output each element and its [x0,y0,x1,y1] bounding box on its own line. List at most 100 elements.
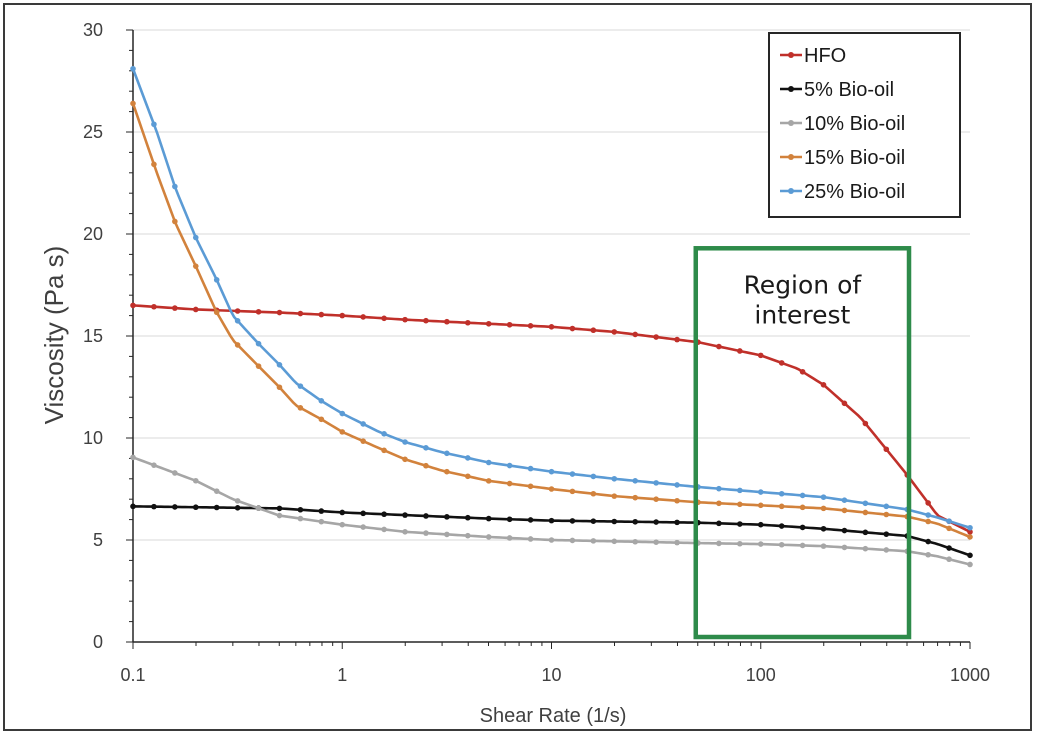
y-tick-label: 10 [83,428,103,448]
series-marker [632,538,638,545]
series-marker [946,545,952,551]
series-marker [339,410,346,417]
series-marker [548,468,555,475]
series-marker [381,431,387,437]
series-marker [234,308,241,314]
series-marker [423,462,429,469]
legend-marker [788,188,794,194]
series-marker [841,400,848,407]
series-marker [737,501,743,508]
series-marker [737,348,743,354]
series-marker [925,518,931,525]
series-marker [485,534,492,540]
series-marker [297,515,304,522]
region-of-interest-label-line: Region of [744,270,863,299]
series-marker [172,218,178,225]
series-marker [130,100,136,107]
series-marker [883,446,890,453]
series-marker [883,547,890,553]
series-marker [674,519,680,526]
y-axis-title: Viscosity (Pa s) [39,246,69,425]
series-marker [423,513,429,519]
y-tick-label: 0 [93,632,103,652]
series-marker [192,504,199,511]
series-marker [423,530,429,536]
series-marker [925,551,931,558]
series-marker [653,480,659,486]
series-marker [213,277,220,283]
series-marker [590,538,597,544]
y-tick-label: 20 [83,224,103,244]
series-marker [276,361,283,368]
series-marker [590,518,597,525]
series-marker [883,503,890,510]
series-marker [360,510,366,517]
series-marker [799,368,806,375]
series-marker [569,471,576,477]
legend-label: HFO [804,45,846,67]
series-marker [130,454,136,461]
series-marker [485,478,492,484]
series-marker [841,497,848,504]
series-marker [297,310,304,317]
series-marker [967,552,973,559]
series-marker [360,421,366,427]
series-marker [506,480,513,487]
series-marker [716,540,722,547]
gridlines [133,29,970,541]
series-marker [527,517,534,523]
series-marker [465,532,471,539]
series-marker [967,529,973,535]
axes: 0 5 10 15 20 25 30 0.1 1 10 100 1000 [83,20,990,685]
series-marker [276,505,283,512]
legend: HFO 5% Bio-oil 10% Bio-oil 15% Bio-oil 25% B… [768,32,961,218]
series-marker [297,383,304,389]
series-marker [506,516,513,523]
series-marker [276,309,283,316]
series-marker [674,482,680,488]
series-marker [611,475,618,482]
series-marker [465,455,471,461]
series-marker [548,486,555,492]
series-marker [946,525,952,532]
series-marker [360,524,366,530]
series-marker [234,498,241,504]
series-marker [234,504,241,511]
series-marker [527,465,534,472]
series-marker [192,263,199,269]
series-marker [757,489,764,495]
series-marker [925,500,931,506]
series-marker [506,321,513,328]
x-tick-label: 1 [337,665,347,685]
region-of-interest-label-line: interest [754,300,850,329]
series-marker [423,317,429,324]
series-marker [381,447,387,454]
series-marker [151,503,157,510]
series-marker [234,342,241,348]
series-marker [757,541,764,547]
series-marker [632,331,638,338]
legend-label: 5% Bio-oil [804,79,894,101]
series-marker [674,539,680,546]
series-marker [590,327,597,334]
series-marker [172,504,178,510]
series-marker [506,535,513,541]
legend-box [768,32,961,218]
series-marker [297,506,304,513]
series-marker [841,507,848,514]
series-marker [862,500,869,507]
series-marker [485,459,492,466]
series-marker [465,473,471,480]
series-marker [255,340,262,347]
series-marker [130,503,136,510]
series-marker [172,183,178,190]
series-marker [485,320,492,327]
x-tick-label: 100 [746,665,776,685]
series-marker [527,536,534,542]
series-marker [737,487,743,494]
legend-label: 25% Bio-oil [804,181,905,203]
series-marker [862,509,869,516]
series-marker [611,538,618,545]
series-marker [862,420,869,427]
x-tick-label: 10 [541,665,561,685]
